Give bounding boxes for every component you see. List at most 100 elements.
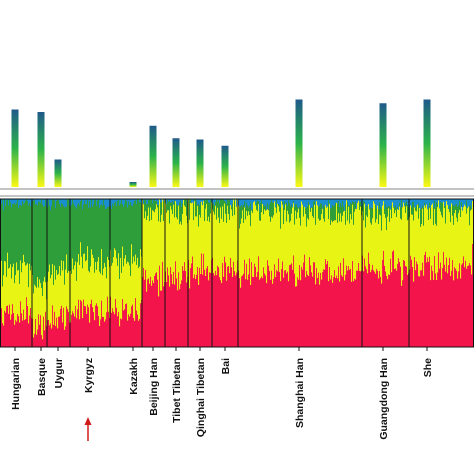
admixture-segment — [299, 217, 301, 265]
admixture-segment — [288, 199, 290, 201]
admixture-segment — [296, 199, 298, 205]
admixture-segment — [133, 256, 135, 319]
admixture-segment — [154, 199, 156, 213]
admixture-segment — [28, 199, 30, 206]
admixture-segment — [101, 199, 103, 205]
admixture-segment — [149, 199, 151, 222]
admixture-segment — [272, 217, 274, 284]
admixture-segment — [363, 201, 365, 221]
admixture-segment — [25, 199, 27, 201]
admixture-segment — [396, 208, 398, 218]
admixture-segment — [13, 199, 15, 205]
admixture-segment — [33, 293, 35, 338]
admixture-segment — [444, 199, 446, 206]
admixture-segment — [54, 200, 56, 266]
admixture-segment — [306, 207, 308, 227]
admixture-segment — [179, 202, 181, 225]
admixture-segment — [156, 199, 158, 201]
admixture-segment — [345, 204, 347, 225]
admixture-segment — [323, 218, 325, 270]
admixture-segment — [379, 199, 381, 203]
admixture-segment — [323, 199, 325, 206]
admixture-segment — [78, 254, 80, 300]
admixture-segment — [461, 201, 463, 207]
admixture-segment — [220, 199, 222, 208]
admixture-segment — [385, 204, 387, 218]
admixture-segment — [429, 199, 431, 203]
admixture-segment — [354, 199, 356, 204]
admixture-segment — [248, 211, 250, 275]
admixture-segment — [254, 199, 256, 202]
admixture-segment — [180, 200, 182, 222]
admixture-segment — [264, 199, 266, 207]
admixture-segment — [460, 208, 462, 218]
admixture-segment — [318, 218, 320, 273]
admixture-segment — [180, 199, 182, 201]
admixture-segment — [416, 205, 418, 212]
admixture-segment — [437, 207, 439, 273]
admixture-segment — [102, 199, 104, 206]
admixture-segment — [169, 199, 171, 201]
admixture-segment — [340, 199, 342, 203]
admixture-segment — [143, 204, 145, 268]
admixture-segment — [276, 200, 278, 213]
admixture-segment — [467, 199, 469, 209]
admixture-segment — [434, 208, 436, 256]
admixture-segment — [392, 199, 394, 203]
admixture-segment — [289, 203, 291, 223]
admixture-segment — [22, 201, 24, 264]
admixture-segment — [217, 199, 219, 201]
admixture-cluster-shanghai-han — [238, 199, 363, 288]
admixture-segment — [433, 207, 435, 226]
admixture-segment — [99, 271, 101, 326]
admixture-segment — [346, 200, 348, 266]
admixture-segment — [458, 199, 460, 206]
admixture-segment — [168, 210, 170, 276]
admixture-segment — [304, 206, 306, 255]
admixture-segment — [435, 207, 437, 224]
admixture-segment — [79, 199, 81, 206]
admixture-segment — [339, 207, 341, 222]
admixture-segment — [320, 199, 322, 204]
population-label-tibet-tibetan: Tibet Tibetan — [171, 358, 183, 423]
admixture-segment — [83, 204, 85, 255]
admixture-segment — [163, 201, 165, 222]
admixture-segment — [345, 224, 347, 275]
admixture-segment — [429, 207, 431, 257]
admixture-segment — [386, 199, 388, 208]
admixture-segment — [119, 279, 121, 327]
admixture-segment — [191, 203, 193, 264]
admixture-segment — [201, 201, 203, 254]
admixture-segment — [330, 208, 332, 225]
admixture-segment — [274, 199, 276, 202]
admixture-segment — [456, 204, 458, 218]
admixture-segment — [303, 199, 305, 207]
admixture-segment — [80, 201, 82, 243]
admixture-segment — [21, 199, 23, 207]
admixture-segment — [365, 227, 367, 267]
admixture-segment — [151, 199, 153, 220]
admixture-segment — [396, 199, 398, 209]
admixture-segment — [172, 201, 174, 215]
admixture-segment — [182, 199, 184, 204]
admixture-segment — [397, 209, 399, 265]
admixture-segment — [67, 272, 69, 310]
admixture-segment — [23, 254, 25, 310]
admixture-segment — [176, 199, 178, 205]
admixture-segment — [392, 202, 394, 252]
admixture-segment — [11, 207, 13, 279]
admixture-segment — [416, 211, 418, 262]
admixture-segment — [359, 199, 361, 203]
admixture-segment — [41, 199, 43, 288]
admixture-segment — [98, 199, 100, 258]
admixture-segment — [97, 200, 99, 262]
admixture-segment — [333, 199, 335, 207]
admixture-segment — [142, 199, 144, 277]
admixture-segment — [30, 206, 32, 271]
admixture-segment — [74, 205, 76, 266]
admixture-segment — [386, 207, 388, 231]
admixture-segment — [246, 210, 248, 264]
admixture-segment — [434, 199, 436, 201]
admixture-segment — [353, 202, 355, 225]
